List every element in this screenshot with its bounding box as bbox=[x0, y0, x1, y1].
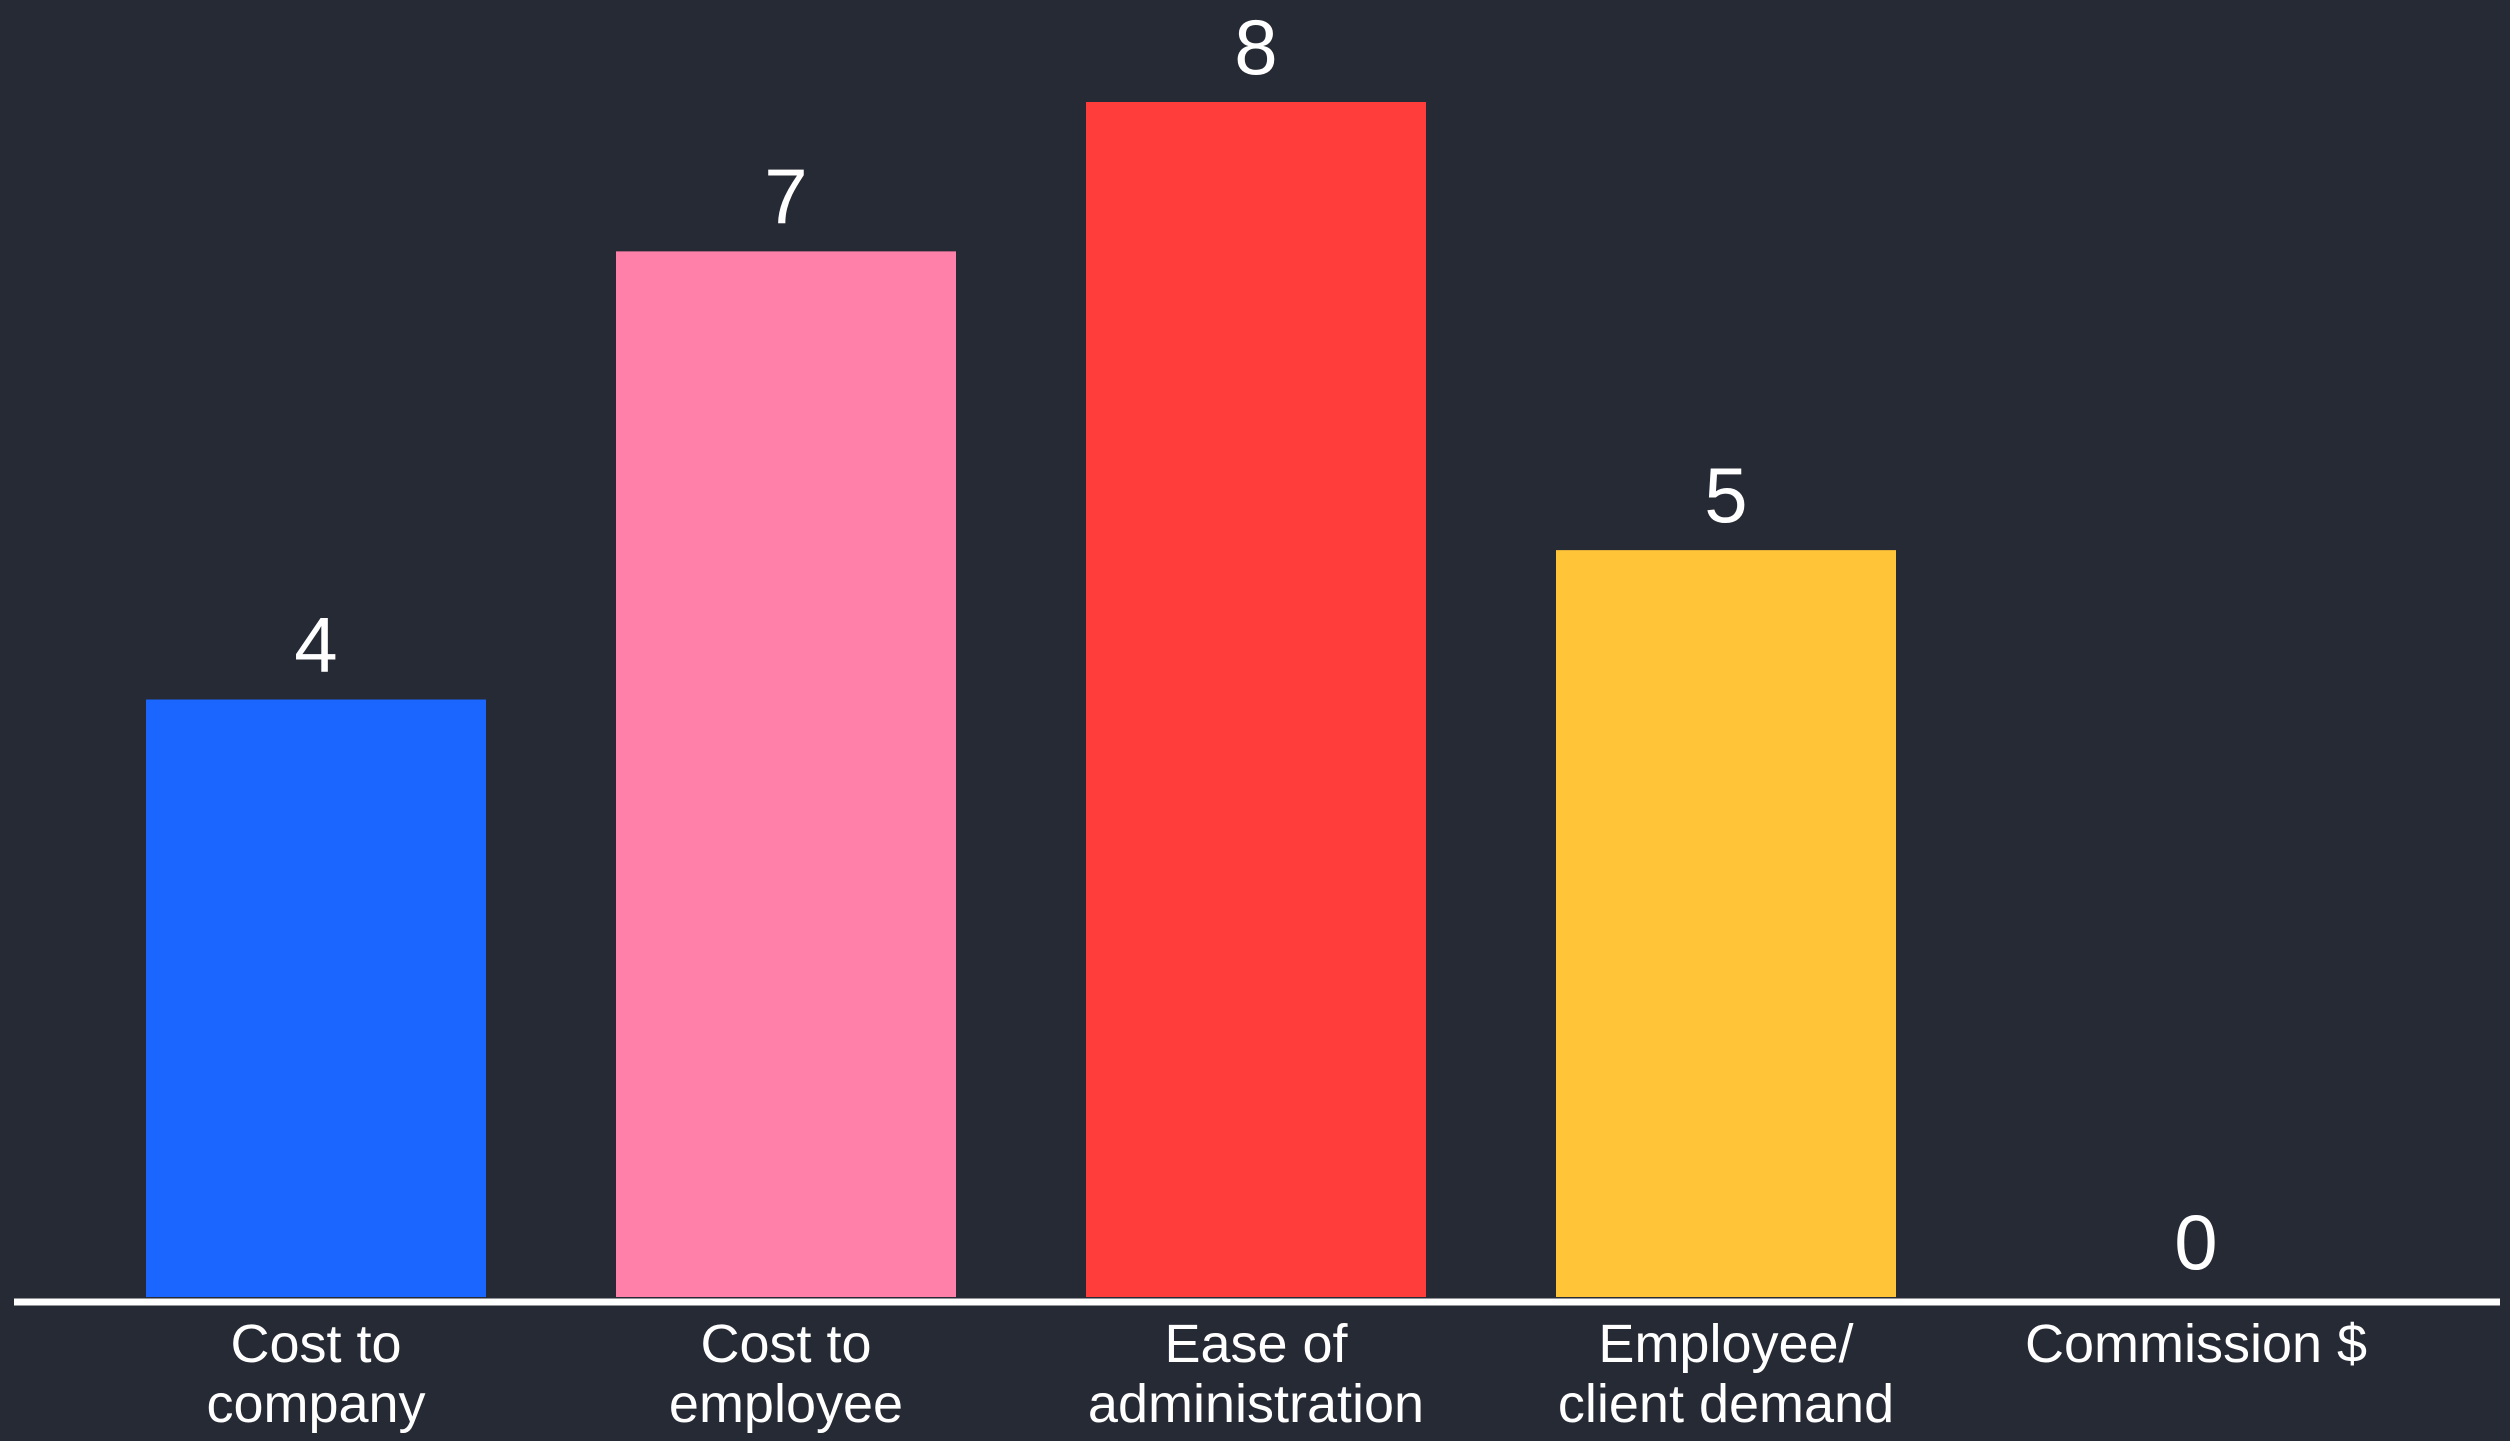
value-label-4: 0 bbox=[2174, 1198, 2217, 1286]
category-label-line: Ease of bbox=[1164, 1314, 1348, 1374]
category-label-line: administration bbox=[1088, 1374, 1424, 1434]
bar-1 bbox=[616, 251, 956, 1297]
category-label-3: Employee/client demand bbox=[1558, 1314, 1894, 1434]
category-label-line: Cost to bbox=[230, 1314, 401, 1374]
category-label-line: Employee/ bbox=[1598, 1314, 1853, 1374]
value-label-2: 8 bbox=[1234, 3, 1277, 91]
bar-0 bbox=[146, 699, 486, 1297]
value-label-1: 7 bbox=[764, 152, 807, 240]
category-label-line: company bbox=[206, 1374, 425, 1434]
value-label-0: 4 bbox=[294, 601, 337, 689]
bar-3 bbox=[1556, 550, 1896, 1297]
category-label-1: Cost to employee bbox=[669, 1314, 903, 1434]
bar-2 bbox=[1086, 102, 1426, 1297]
value-labels-group: 4 7 8 5 0 bbox=[294, 3, 2217, 1286]
category-label-2: Ease of administration bbox=[1088, 1314, 1424, 1434]
bars-group bbox=[146, 102, 1896, 1297]
category-label-0: Cost to company bbox=[206, 1314, 425, 1434]
category-label-line: Commission $ bbox=[2025, 1314, 2367, 1374]
category-label-4: Commission $ bbox=[2025, 1314, 2367, 1374]
category-label-line: Cost to bbox=[700, 1314, 871, 1374]
category-label-line: client demand bbox=[1558, 1374, 1894, 1434]
value-label-3: 5 bbox=[1704, 451, 1747, 539]
category-label-line: employee bbox=[669, 1374, 903, 1434]
